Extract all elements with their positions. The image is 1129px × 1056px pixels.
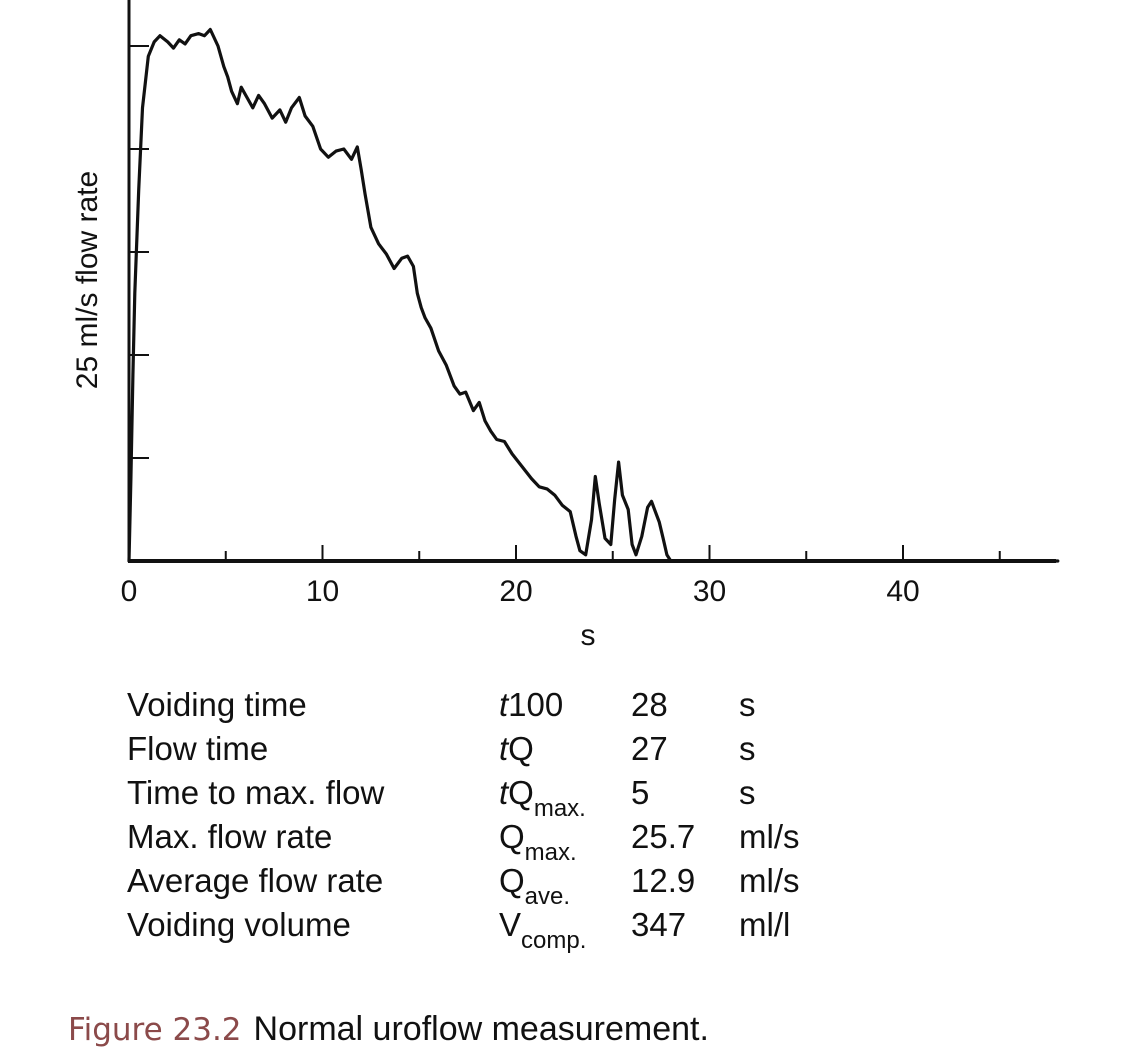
parameter-symbol-main: Q [499, 818, 525, 855]
parameter-unit: ml/s [739, 818, 800, 855]
parameter-symbol-subscript: comp. [521, 927, 587, 954]
parameter-unit: s [739, 730, 756, 767]
parameter-value: 25.7 [631, 818, 696, 855]
y-axis-label: 25 ml/s flow rate [71, 170, 104, 390]
parameter-value: 12.9 [631, 862, 696, 899]
x-tick-label: 40 [886, 575, 919, 608]
parameter-unit: ml/l [739, 906, 791, 943]
parameter-unit: s [739, 774, 756, 811]
x-axis-label: s [581, 619, 596, 652]
parameter-symbol-italic: t [499, 686, 509, 723]
figure-caption: Figure 23.2 Normal uroflow measurement. [68, 1010, 709, 1049]
parameter-symbol: tQ [499, 730, 631, 774]
parameter-symbol: t100 [499, 686, 631, 730]
parameter-symbol-main: Q [499, 862, 525, 899]
parameter-symbol-main: Q [508, 774, 534, 811]
parameter-label: Voiding volume [127, 906, 351, 943]
parameter-symbol: Qave. [499, 862, 631, 910]
parameter-symbol-main: 100 [508, 686, 564, 723]
parameter-label: Time to max. flow [127, 774, 385, 811]
flow-rate-line [127, 27, 1060, 563]
parameter-row: Max. flow rate Qmax. 25.7 ml/s [127, 818, 829, 866]
parameter-unit: ml/s [739, 862, 800, 899]
parameter-label: Max. flow rate [127, 818, 333, 855]
chart-ticks [128, 45, 1001, 561]
uroflow-chart: 0 10 20 30 40 s [121, 0, 1060, 652]
parameter-row: Average flow rate Qave. 12.9 ml/s [127, 862, 829, 910]
parameter-row: Voiding time t100 28 s [127, 686, 829, 730]
parameter-value: 27 [631, 730, 668, 767]
parameter-row: Voiding volume Vcomp. 347 ml/l [127, 906, 829, 954]
chart-axes [127, 0, 1056, 563]
parameter-value: 347 [631, 906, 687, 943]
parameter-row: Flow time tQ 27 s [127, 730, 829, 774]
parameter-value: 5 [631, 774, 650, 811]
parameter-label: Flow time [127, 730, 269, 767]
x-tick-labels: 0 10 20 30 40 [121, 575, 920, 608]
x-tick-label: 0 [121, 575, 138, 608]
parameter-symbol: Qmax. [499, 818, 631, 866]
x-tick-label: 10 [306, 575, 339, 608]
parameter-label: Average flow rate [127, 862, 384, 899]
x-tick-label: 30 [693, 575, 726, 608]
parameter-label: Voiding time [127, 686, 307, 723]
parameters-table: Voiding time t100 28 s Flow time tQ 27 s Time to… [127, 686, 829, 954]
parameter-value: 28 [631, 686, 668, 723]
parameter-unit: s [739, 686, 756, 723]
caption-text: Normal uroflow measurement. [253, 1010, 709, 1048]
figure-number: Figure 23.2 [68, 1012, 242, 1048]
parameter-symbol-italic: t [499, 774, 509, 811]
parameter-symbol-subscript: max. [533, 795, 586, 822]
parameter-symbol-main: Q [508, 730, 534, 767]
parameter-symbol-italic: t [499, 730, 509, 767]
parameter-symbol-subscript: max. [524, 839, 577, 866]
parameter-symbol-main: V [499, 906, 522, 943]
x-tick-label: 20 [499, 575, 532, 608]
parameter-symbol: tQmax. [499, 774, 631, 822]
parameter-row: Time to max. flow tQmax. 5 s [127, 774, 829, 822]
parameter-symbol: Vcomp. [499, 906, 631, 954]
parameter-symbol-subscript: ave. [524, 883, 571, 910]
chart-series [127, 27, 1060, 563]
